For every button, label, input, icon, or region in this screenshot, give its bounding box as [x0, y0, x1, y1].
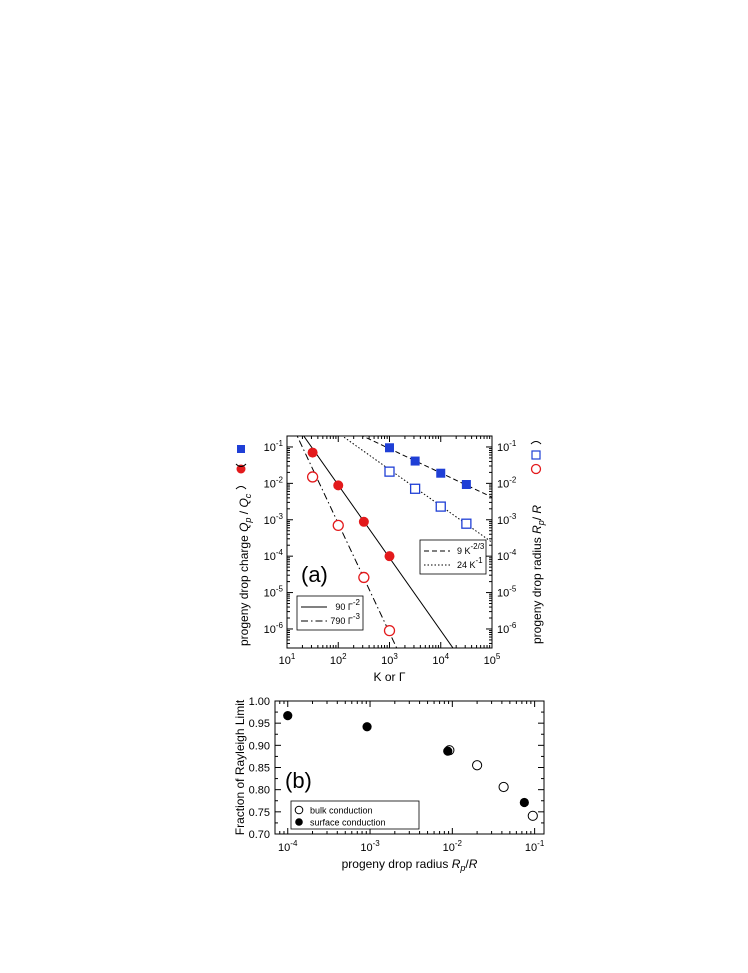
x-tick-label: 10-4 [278, 839, 298, 854]
x-tick-label: 10-3 [360, 839, 380, 854]
y-left-label-circle-glyph [236, 464, 246, 474]
data-point-open-square [384, 466, 395, 477]
data-point-surface-conduction [519, 797, 529, 808]
y-left-tick-label: 10-3 [264, 512, 284, 527]
paren-glyph [235, 486, 247, 490]
y-right-tick-label: 10-1 [497, 439, 517, 454]
data-point-open-circle [332, 519, 344, 532]
data-point-filled-square [436, 468, 446, 478]
legend-label: bulk conduction [310, 806, 373, 816]
legend-marker [294, 805, 304, 815]
legend-box [290, 800, 420, 830]
data-point-bulk-conduction [527, 810, 538, 821]
data-point-open-square [435, 501, 446, 512]
x-tick-label: 103 [381, 652, 398, 667]
x-tick-label: 104 [432, 652, 449, 667]
y-right-tick-label: 10-3 [497, 512, 517, 527]
x-tick-label: 105 [484, 652, 501, 667]
data-point-bulk-conduction [498, 781, 509, 793]
y-right-tick-label: 10-6 [497, 621, 517, 636]
y-left-tick-label: 10-6 [264, 621, 284, 636]
y-tick-label: 0.90 [249, 740, 270, 752]
legend-label: surface conduction [310, 818, 386, 828]
x-axis-label-b: progeny drop radius Rp/R [342, 857, 478, 873]
y-axis-label-b: Fraction of Rayleigh Limit [233, 699, 247, 835]
legend-fits-right: 9 K-2/324 K-1 [419, 539, 487, 575]
paren-glyph [530, 441, 542, 445]
data-point-open-circle [383, 624, 396, 637]
panel-label-b: (b) [285, 768, 312, 793]
data-point-bulk-conduction [472, 760, 483, 771]
y-right-label-square-glyph [531, 450, 541, 460]
x-tick-label: 10-1 [525, 839, 545, 854]
legend-box [296, 595, 364, 631]
data-point-filled-circle [358, 516, 369, 527]
y-tick-label: 0.70 [249, 829, 270, 841]
panel-label-a: (a) [301, 562, 328, 587]
y-tick-label: 1.00 [249, 696, 270, 708]
y-left-label-square-glyph [237, 445, 245, 453]
y-right-label-circle-glyph [530, 463, 542, 475]
y-left-tick-label: 10-1 [264, 439, 284, 454]
y-axis-label-left: progeny drop charge Qp / Qc [237, 493, 253, 646]
data-point-filled-circle [333, 480, 344, 491]
data-point-filled-square [410, 456, 420, 466]
x-axis-label-a: K or Γ [374, 670, 406, 684]
y-left-tick-label: 10-5 [264, 585, 284, 600]
paren-glyph [235, 463, 247, 467]
data-point-open-square [409, 483, 421, 494]
data-point-surface-conduction [443, 746, 453, 756]
data-point-filled-square [461, 480, 471, 490]
data-point-open-square [461, 518, 472, 529]
data-point-filled-circle [307, 447, 318, 458]
x-tick-label: 101 [279, 652, 296, 667]
data-point-open-circle [306, 471, 319, 483]
data-point-surface-conduction [362, 722, 372, 732]
data-point-filled-circle [384, 551, 395, 562]
y-tick-label: 0.75 [249, 807, 270, 819]
legend-b: bulk conduction surface conduction [290, 800, 420, 830]
y-tick-label: 0.95 [249, 718, 270, 730]
data-point-filled-square [385, 443, 394, 453]
x-tick-label: 102 [330, 652, 347, 667]
x-tick-label: 10-2 [443, 839, 463, 854]
y-right-tick-label: 10-5 [497, 585, 517, 600]
y-left-tick-label: 10-4 [264, 548, 284, 563]
legend-box [419, 539, 487, 575]
y-tick-label: 0.85 [249, 763, 270, 775]
data-point-open-circle [358, 571, 370, 584]
y-left-tick-label: 10-2 [264, 475, 284, 490]
data-point-surface-conduction [283, 711, 293, 721]
y-right-tick-label: 10-2 [497, 475, 517, 490]
y-right-tick-label: 10-4 [497, 548, 517, 563]
legend-marker [295, 818, 303, 826]
y-axis-label-right: progeny drop radius Rp/ R [530, 505, 546, 644]
y-tick-label: 0.80 [249, 785, 270, 797]
